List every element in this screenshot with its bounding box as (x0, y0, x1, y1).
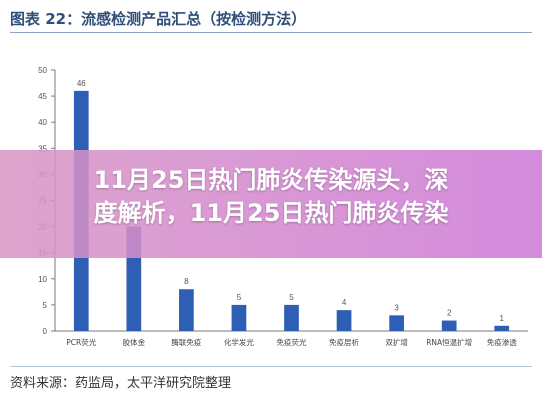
y-tick-label: 35 (38, 144, 47, 153)
x-tick-label: 化学发光 (224, 337, 254, 347)
bar-value-label: 3 (394, 303, 399, 312)
x-tick-label: 免疫层析 (329, 337, 359, 347)
bar-value-label: 2 (447, 309, 452, 318)
bar-value-label: 46 (77, 79, 86, 88)
y-tick-label: 10 (38, 275, 47, 284)
bar (441, 320, 457, 331)
bar-value-label: 5 (237, 293, 242, 302)
bar (494, 325, 510, 331)
y-tick-label: 0 (43, 327, 48, 336)
x-tick-label: 免疫渗透 (487, 337, 517, 347)
x-tick-label: 酶联免疫 (171, 337, 201, 347)
x-tick-label: RNA恒温扩增 (426, 337, 472, 347)
headline-line-1: 11月25日热门肺炎传染源头，深 (93, 166, 449, 194)
bar (179, 289, 194, 331)
bar-value-label: 4 (342, 298, 347, 307)
chart-header: 图表 22：流感检测产品汇总（按检测方法） (0, 0, 542, 34)
y-tick-label: 40 (38, 118, 47, 127)
y-tick-label: 50 (38, 66, 47, 75)
headline-banner: 11月25日热门肺炎传染源头，深 度解析，11月25日热门肺炎传染 (0, 150, 542, 258)
chart-title: 图表 22：流感检测产品汇总（按检测方法） (10, 10, 307, 28)
headline-line-2: 度解析，11月25日热门肺炎传染 (93, 199, 449, 227)
bar-value-label: 1 (499, 314, 504, 323)
headline-text: 11月25日热门肺炎传染源头，深 度解析，11月25日热门肺炎传染 (0, 164, 542, 230)
y-tick-label: 5 (43, 301, 48, 310)
x-tick-label: 胶体金 (123, 337, 146, 347)
bar-value-label: 8 (184, 277, 189, 286)
x-tick-label: 免疫荧光 (277, 337, 307, 347)
y-tick-label: 45 (38, 92, 47, 101)
x-tick-label: PCR荧光 (66, 337, 96, 347)
header-divider (10, 32, 532, 33)
x-tick-label: 双扩增 (385, 337, 408, 347)
bar (389, 315, 404, 331)
footer-divider (10, 366, 532, 367)
source-note: 资料来源：药监局，太平洋研究院整理 (10, 376, 232, 391)
bar (336, 310, 352, 331)
bar (284, 304, 299, 331)
bar-value-label: 5 (289, 293, 294, 302)
bar (231, 304, 247, 331)
